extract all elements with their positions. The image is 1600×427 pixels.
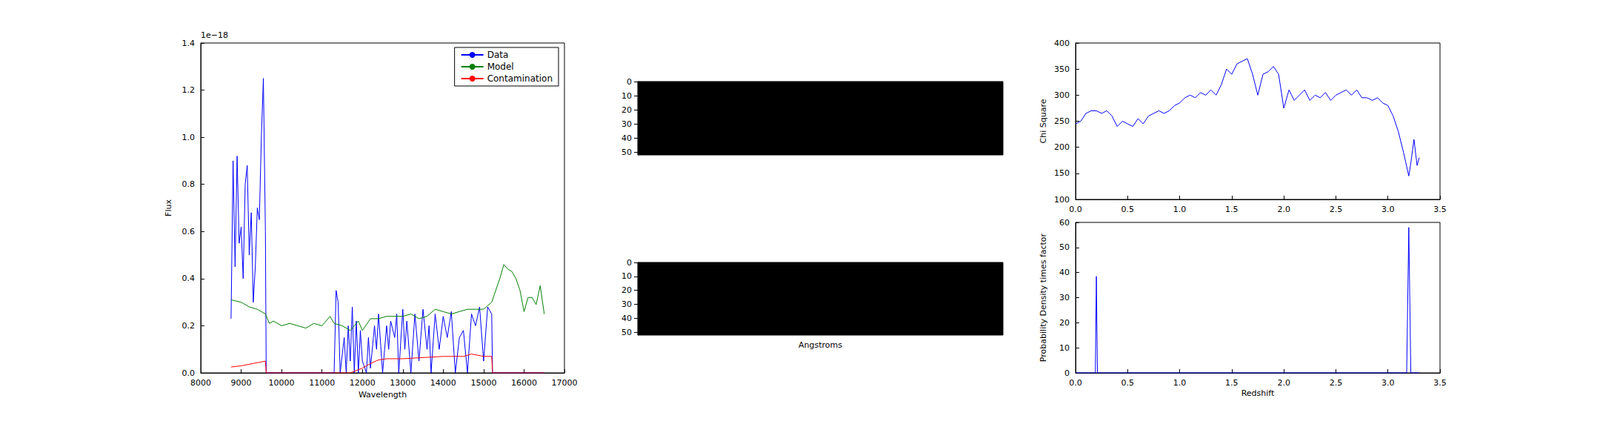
svg-text:10: 10 (621, 271, 632, 281)
svg-text:150: 150 (1054, 168, 1070, 178)
svg-text:1.0: 1.0 (1173, 377, 1187, 388)
svg-text:10000: 10000 (268, 377, 295, 388)
svg-text:Contamination: Contamination (487, 73, 553, 84)
svg-text:Data: Data (487, 49, 509, 60)
svg-text:0: 0 (626, 257, 632, 268)
svg-text:8000: 8000 (190, 377, 212, 388)
svg-text:400: 400 (1054, 38, 1070, 49)
svg-text:9000: 9000 (231, 377, 252, 388)
svg-text:3.5: 3.5 (1433, 377, 1447, 388)
svg-text:1.5: 1.5 (1225, 204, 1239, 215)
svg-text:20: 20 (1059, 317, 1070, 328)
svg-text:0.0: 0.0 (182, 368, 196, 378)
svg-text:0: 0 (626, 77, 632, 87)
svg-text:350: 350 (1054, 64, 1070, 75)
svg-text:30: 30 (1059, 292, 1070, 303)
svg-text:3.0: 3.0 (1381, 377, 1395, 388)
svg-text:13000: 13000 (389, 377, 416, 388)
svg-text:15000: 15000 (470, 377, 497, 388)
svg-text:2.5: 2.5 (1329, 377, 1343, 388)
svg-text:1e−18: 1e−18 (200, 30, 229, 40)
svg-text:3.0: 3.0 (1381, 204, 1395, 215)
svg-text:1.5: 1.5 (1225, 377, 1239, 388)
svg-text:100: 100 (1054, 194, 1070, 205)
svg-text:250: 250 (1054, 116, 1070, 126)
svg-text:Model: Model (487, 61, 515, 72)
svg-text:0.4: 0.4 (182, 273, 196, 283)
svg-text:Probability Density times fact: Probability Density times factor (1038, 232, 1049, 362)
svg-text:1.4: 1.4 (182, 38, 196, 49)
svg-text:20: 20 (621, 285, 632, 295)
svg-text:0.5: 0.5 (1121, 377, 1135, 388)
svg-text:0.5: 0.5 (1121, 204, 1135, 215)
svg-text:0.6: 0.6 (182, 226, 196, 237)
svg-text:2.5: 2.5 (1329, 204, 1343, 215)
svg-text:50: 50 (1059, 242, 1070, 252)
svg-text:2.0: 2.0 (1277, 377, 1291, 388)
svg-text:200: 200 (1054, 142, 1070, 152)
svg-text:50: 50 (621, 327, 632, 338)
svg-text:Redshift: Redshift (1241, 388, 1275, 398)
svg-text:1.0: 1.0 (182, 132, 196, 143)
svg-text:0.0: 0.0 (1068, 377, 1083, 388)
svg-text:17000: 17000 (551, 377, 578, 388)
svg-text:Flux: Flux (163, 199, 174, 217)
svg-text:Chi Square: Chi Square (1038, 98, 1049, 143)
svg-text:40: 40 (621, 313, 632, 323)
svg-text:0: 0 (1064, 368, 1070, 378)
svg-text:300: 300 (1054, 90, 1070, 100)
svg-text:3.5: 3.5 (1433, 204, 1447, 215)
svg-text:0.0: 0.0 (1068, 204, 1083, 215)
svg-text:60: 60 (1059, 217, 1070, 228)
svg-text:30: 30 (621, 119, 632, 129)
svg-text:Angstroms: Angstroms (798, 340, 843, 350)
svg-text:40: 40 (621, 133, 632, 143)
svg-text:30: 30 (621, 299, 632, 309)
svg-text:20: 20 (621, 105, 632, 115)
svg-text:14000: 14000 (430, 377, 457, 388)
svg-text:0.2: 0.2 (182, 320, 196, 331)
svg-text:40: 40 (1059, 267, 1070, 278)
svg-text:1.2: 1.2 (182, 85, 196, 95)
svg-text:10: 10 (621, 91, 632, 101)
svg-text:10: 10 (1059, 342, 1070, 353)
svg-text:0.8: 0.8 (182, 179, 196, 189)
svg-text:Wavelength: Wavelength (358, 389, 407, 400)
svg-text:11000: 11000 (308, 377, 335, 388)
svg-text:12000: 12000 (349, 377, 376, 388)
svg-text:16000: 16000 (511, 377, 538, 388)
svg-text:50: 50 (621, 147, 632, 158)
svg-text:2.0: 2.0 (1277, 204, 1291, 215)
svg-text:1.0: 1.0 (1173, 204, 1187, 215)
